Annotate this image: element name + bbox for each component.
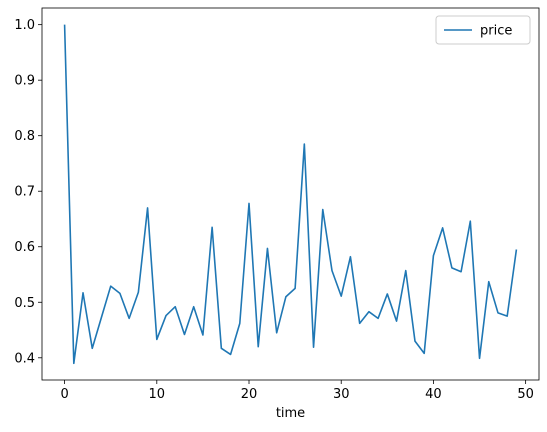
x-tick-label: 30 <box>333 387 350 402</box>
y-axis: 0.4 0.5 0.6 0.7 0.8 0.9 1.0 <box>14 18 42 366</box>
legend-box <box>435 15 531 45</box>
x-axis-label: time <box>276 406 305 421</box>
x-tick-label: 0 <box>60 387 68 402</box>
x-tick-label: 40 <box>425 387 442 402</box>
x-tick-label: 50 <box>517 387 534 402</box>
plot-area <box>63 24 518 365</box>
y-tick-label: 1.0 <box>14 18 35 33</box>
y-tick-label: 0.9 <box>14 74 35 89</box>
x-axis: 0 10 20 30 40 50 <box>60 380 534 402</box>
y-tick-label: 0.7 <box>14 185 35 200</box>
y-tick-label: 0.4 <box>14 351 35 366</box>
y-tick-label: 0.8 <box>14 129 35 144</box>
x-tick-label: 10 <box>149 387 166 402</box>
y-tick-label: 0.5 <box>14 296 35 311</box>
x-tick-label: 20 <box>241 387 258 402</box>
y-tick-label: 0.6 <box>14 240 35 255</box>
series-line-price <box>63 24 518 365</box>
legend-label: price <box>480 24 512 39</box>
axes-frame <box>41 7 540 381</box>
legend: price <box>435 15 531 45</box>
